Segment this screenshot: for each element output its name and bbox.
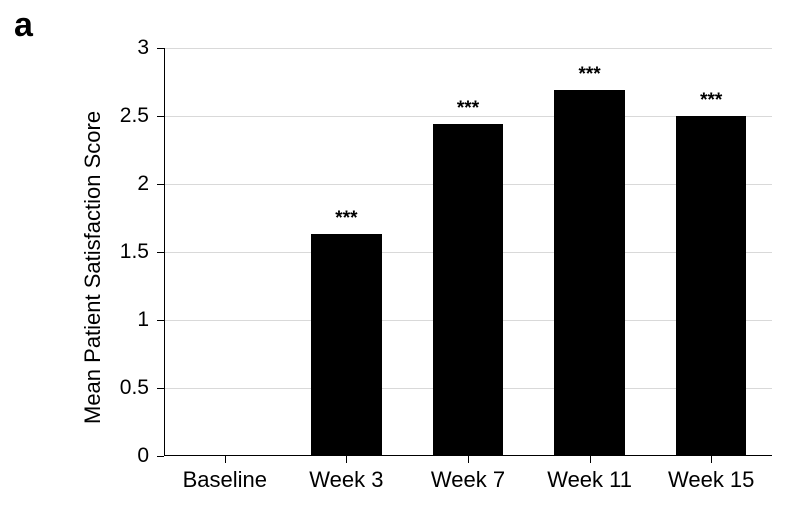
y-tick	[157, 252, 164, 253]
y-tick	[157, 320, 164, 321]
x-tick-label: Week 15	[668, 467, 754, 493]
y-tick	[157, 184, 164, 185]
x-tick-label: Week 11	[547, 467, 632, 493]
gridline	[164, 48, 772, 49]
y-tick-label: 2	[0, 172, 149, 196]
x-tick-label: Week 3	[309, 467, 383, 493]
y-tick	[157, 388, 164, 389]
y-axis-line	[164, 48, 165, 456]
y-tick-label: 1.5	[0, 240, 149, 264]
x-tick	[711, 456, 712, 463]
x-tick-label: Baseline	[183, 467, 267, 493]
x-tick	[590, 456, 591, 463]
x-tick	[468, 456, 469, 463]
y-tick-label: 0	[0, 444, 149, 468]
significance-label: ***	[335, 208, 357, 230]
x-tick	[225, 456, 226, 463]
x-tick-label: Week 7	[431, 467, 505, 493]
significance-label: ***	[700, 90, 722, 112]
significance-label: ***	[457, 98, 479, 120]
y-tick-label: 3	[0, 36, 149, 60]
y-tick	[157, 48, 164, 49]
significance-label: ***	[579, 64, 601, 86]
y-tick-label: 2.5	[0, 104, 149, 128]
y-tick	[157, 116, 164, 117]
y-tick-label: 0.5	[0, 376, 149, 400]
bar	[676, 116, 747, 456]
bar	[554, 90, 625, 456]
bar	[433, 124, 504, 456]
x-tick	[346, 456, 347, 463]
plot-area: *** *** *** ***	[164, 48, 772, 456]
bar-chart: Mean Patient Satisfaction Score ********…	[0, 0, 800, 522]
y-tick	[157, 456, 164, 457]
bar	[311, 234, 382, 456]
y-tick-label: 1	[0, 308, 149, 332]
